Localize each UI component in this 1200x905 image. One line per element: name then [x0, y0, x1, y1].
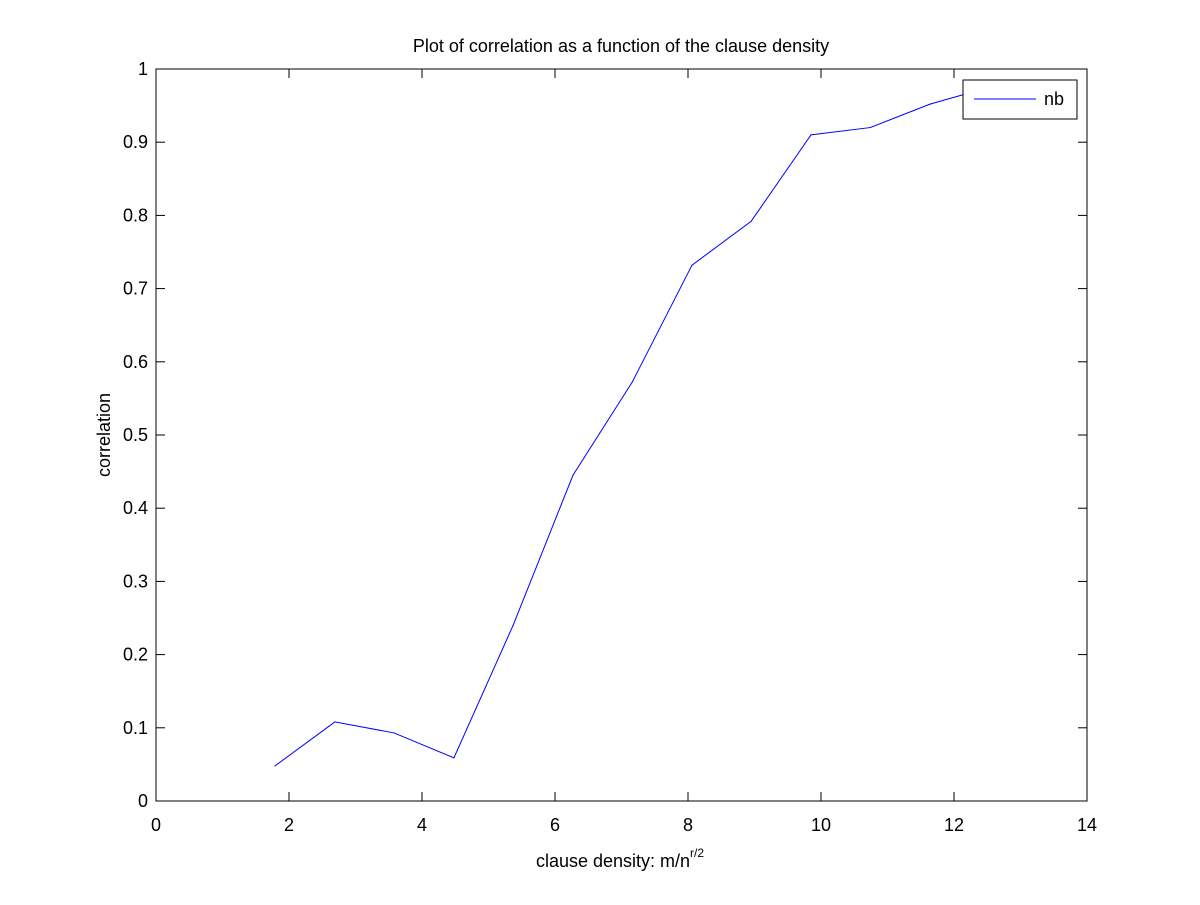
x-tick-label: 10	[811, 815, 831, 835]
y-tick-label: 0.3	[123, 571, 148, 591]
x-tick-label: 4	[417, 815, 427, 835]
series-line-nb	[274, 79, 1050, 767]
data-point	[572, 474, 574, 476]
x-axis-ticks	[155, 69, 1088, 801]
axes: 0 2 4 6 8 10 12 14 0 0.1 0.2 0.3 0.4 0.5 0.6 0.7 0.8 0.9…	[123, 59, 1097, 835]
x-tick-label: 12	[944, 815, 964, 835]
x-tick-label: 2	[284, 815, 294, 835]
data-point	[393, 732, 395, 734]
y-tick-label: 0.7	[123, 279, 148, 299]
y-axis-tick-labels: 0 0.1 0.2 0.3 0.4 0.5 0.6 0.7 0.8 0.9 1	[123, 59, 148, 811]
data-point	[869, 126, 871, 129]
data-point	[334, 721, 336, 723]
x-axis-label: clause density: m/nr/2	[536, 846, 704, 871]
y-tick-label: 0.2	[123, 645, 148, 665]
legend-label-nb: nb	[1044, 89, 1064, 109]
legend: nb	[962, 79, 1078, 120]
x-axis-label-superscript: r/2	[690, 846, 704, 860]
y-tick-label: 0.4	[123, 498, 148, 518]
data-point	[274, 765, 276, 767]
x-tick-label: 14	[1077, 815, 1097, 835]
x-tick-label: 8	[683, 815, 693, 835]
data-point	[631, 381, 633, 383]
data-point	[691, 264, 693, 266]
y-tick-label: 0.8	[123, 205, 148, 225]
y-tick-label: 1	[138, 59, 148, 79]
y-tick-label: 0.9	[123, 132, 148, 152]
plot-frame	[155, 68, 1088, 802]
x-tick-label: 6	[550, 815, 560, 835]
x-axis-label-text: clause density: m/n	[536, 851, 690, 871]
y-tick-label: 0.1	[123, 718, 148, 738]
x-tick-label: 0	[151, 815, 161, 835]
y-axis-ticks	[156, 68, 1087, 802]
y-tick-label: 0	[138, 791, 148, 811]
x-axis-tick-labels: 0 2 4 6 8 10 12 14	[151, 815, 1097, 835]
data-point	[750, 220, 752, 222]
y-tick-label: 0.6	[123, 352, 148, 372]
data-point	[512, 624, 514, 626]
chart-title: Plot of correlation as a function of the…	[413, 36, 829, 56]
y-tick-label: 0.5	[123, 425, 148, 445]
data-point	[929, 103, 931, 105]
y-axis-label: correlation	[94, 393, 114, 477]
data-point	[810, 134, 812, 136]
data-point	[453, 757, 455, 759]
